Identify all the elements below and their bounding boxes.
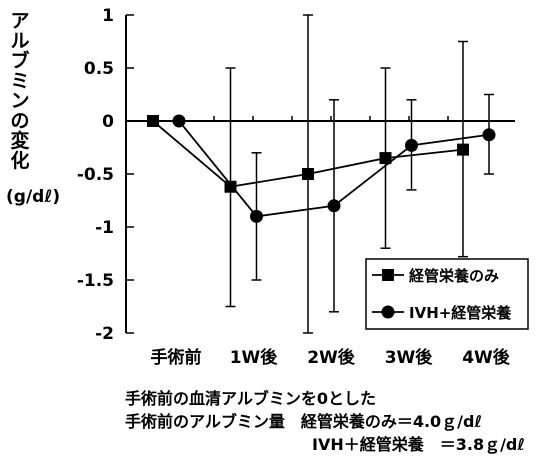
data-point-circle (327, 199, 341, 213)
y-tick-label: 0 (102, 112, 114, 132)
data-point-circle (405, 138, 418, 152)
y-axis-label-char: の (10, 110, 30, 132)
y-axis-label-char: ミ (10, 70, 30, 92)
legend-label: 経管栄養のみ (409, 267, 499, 285)
data-point-circle (172, 114, 186, 128)
data-point-square (147, 115, 159, 127)
series-markers (147, 114, 496, 223)
legend-label: IVH+経管栄養 (409, 304, 512, 322)
legend-marker-circle (381, 305, 395, 319)
x-tick-label: 4W後 (462, 347, 511, 368)
data-point-circle (250, 209, 263, 223)
legend: 経管栄養のみ IVH+経管栄養 (365, 258, 529, 330)
data-point-square (457, 143, 469, 156)
note-line-2: 手術前のアルブミン量 経管栄養のみ＝4.0ｇ/dℓ (125, 412, 483, 431)
y-axis-label-char: ブ (10, 50, 30, 72)
note-line-1: 手術前の血清アルブミンを0とした (125, 389, 376, 408)
y-tick-label: -2 (95, 324, 114, 344)
y-tick-label: 1 (102, 6, 114, 26)
data-point-square (379, 152, 392, 165)
x-tick-label: 3W後 (385, 347, 434, 368)
y-axis-ticks: 1 0.5 0 -0.5 -1 -1.5 -2 (77, 6, 134, 344)
note-line-3: IVH＋経管栄養 ＝3.8ｇ/dℓ (312, 435, 525, 454)
y-axis-label-char: ン (10, 90, 30, 112)
legend-marker-square (382, 269, 394, 281)
data-point-square (224, 180, 237, 193)
y-tick-label: 0.5 (84, 59, 114, 79)
y-axis-label-char: 化 (10, 150, 30, 172)
y-tick-label: -0.5 (77, 165, 114, 185)
data-point-circle (482, 128, 496, 142)
series-lines (152, 120, 490, 218)
x-axis-ticks: 手術前 1W後 2W後 3W後 4W後 (151, 116, 511, 368)
y-axis-label-char: ル (10, 30, 30, 52)
x-tick-label: 手術前 (151, 347, 202, 368)
y-axis-label-char: 変 (10, 130, 30, 152)
y-axis-unit: (g/dℓ) (6, 187, 61, 207)
x-tick-label: 2W後 (307, 347, 356, 368)
y-axis-label-char: ア (10, 10, 30, 32)
data-point-square (302, 168, 314, 180)
x-tick-label: 1W後 (230, 347, 279, 368)
y-tick-label: -1.5 (77, 271, 114, 291)
y-tick-label: -1 (95, 218, 114, 238)
